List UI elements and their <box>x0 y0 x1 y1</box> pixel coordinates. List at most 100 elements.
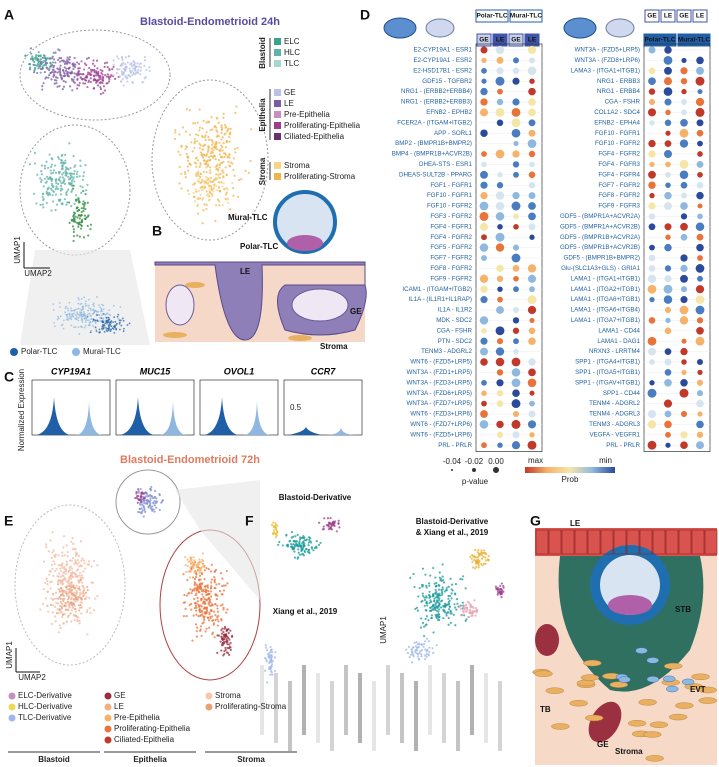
umap-point <box>222 160 225 164</box>
umap-point <box>195 592 198 595</box>
umap-point <box>73 180 76 183</box>
umap-point <box>81 186 84 189</box>
umap-point <box>58 567 62 570</box>
umap-point <box>35 64 38 67</box>
umap-point <box>226 608 229 611</box>
legend-label: HLC <box>284 48 300 57</box>
umap-point <box>87 80 90 84</box>
dot <box>664 306 672 314</box>
umap-point <box>108 309 110 312</box>
umap-point <box>56 608 59 611</box>
umap-point <box>421 621 425 625</box>
fade-bar <box>414 681 418 751</box>
umap-point <box>211 151 214 154</box>
umap-point <box>202 159 205 162</box>
umap-point <box>205 585 209 588</box>
umap-point <box>50 209 53 212</box>
umap-point <box>413 641 416 644</box>
row-label: NRG1 - (ERBB2+ERBB4) <box>401 88 472 95</box>
dot <box>679 128 689 138</box>
umap-point <box>54 620 57 623</box>
umap-point <box>441 579 445 582</box>
outline <box>19 124 131 256</box>
umap-point <box>268 666 271 669</box>
umap-point <box>37 51 40 54</box>
umap-point <box>231 187 235 190</box>
umap-point <box>464 610 467 613</box>
umap-point <box>191 588 194 591</box>
umap-point <box>100 317 103 320</box>
row-label: FGF10 - FGFR1 <box>595 130 641 137</box>
umap-point <box>64 80 67 84</box>
umap-point <box>68 172 71 175</box>
umap-point <box>77 307 80 310</box>
umap-point <box>207 163 210 166</box>
umap-point <box>226 201 230 204</box>
umap-point <box>122 61 125 65</box>
umap-point <box>209 152 213 155</box>
umap-point <box>97 72 100 75</box>
umap-point <box>217 135 220 138</box>
umap-point <box>479 553 482 556</box>
umap-point <box>141 81 144 84</box>
legend-group: Blastoid <box>258 37 267 69</box>
umap-point <box>48 177 51 180</box>
umap-point <box>73 56 76 60</box>
umap-point <box>94 74 98 77</box>
stroma-cell <box>675 702 694 709</box>
umap-point <box>44 597 47 600</box>
umap-point <box>235 105 238 108</box>
umap-point <box>107 75 110 78</box>
umap-point <box>322 525 325 528</box>
umap-point <box>330 528 333 531</box>
umap-point <box>409 576 412 579</box>
umap-point <box>61 554 64 558</box>
dot <box>647 336 657 346</box>
umap-point <box>224 146 228 149</box>
umap-point <box>36 173 39 176</box>
dot <box>680 202 688 210</box>
umap-point <box>431 608 434 611</box>
row-label: FGF3 - FGFR2 <box>430 213 472 220</box>
umap-point <box>69 176 72 179</box>
umap-point <box>447 603 450 606</box>
legend-label: Pre-Epithelia <box>284 110 330 119</box>
umap-point <box>185 614 188 618</box>
umap-point <box>207 135 210 139</box>
umap-point <box>81 307 84 310</box>
row-label: TENM3 - ADGRL2 <box>421 348 472 355</box>
stroma-cell <box>668 713 688 721</box>
umap-point <box>199 151 202 154</box>
umap-point <box>70 603 73 606</box>
dot <box>664 46 672 54</box>
umap-point <box>51 200 55 203</box>
row-label: FGF4 - FGFR2 <box>598 151 640 158</box>
umap-point <box>71 225 75 228</box>
umap-point <box>450 588 453 591</box>
umap-point <box>63 179 66 182</box>
umap-point <box>101 73 104 76</box>
violin <box>160 400 186 435</box>
dot <box>495 326 505 336</box>
umap-point <box>422 634 426 638</box>
dot <box>496 264 504 273</box>
umap-point <box>73 81 77 84</box>
umap-point <box>67 67 70 70</box>
umap-point <box>47 550 51 553</box>
umap-point <box>143 64 146 67</box>
umap-point <box>98 304 100 306</box>
dot <box>480 87 488 96</box>
umap-point <box>67 319 69 321</box>
umap-point <box>102 320 104 323</box>
umap-point <box>229 161 232 164</box>
umap-point <box>218 582 221 585</box>
umap-point <box>474 556 478 559</box>
umap-point <box>196 596 199 600</box>
umap-point <box>225 638 228 641</box>
umap-point <box>70 317 72 319</box>
dot <box>697 411 703 417</box>
umap-point <box>318 521 321 524</box>
umap-point <box>49 587 52 590</box>
umap-point <box>66 562 69 566</box>
umap-point <box>54 61 57 64</box>
